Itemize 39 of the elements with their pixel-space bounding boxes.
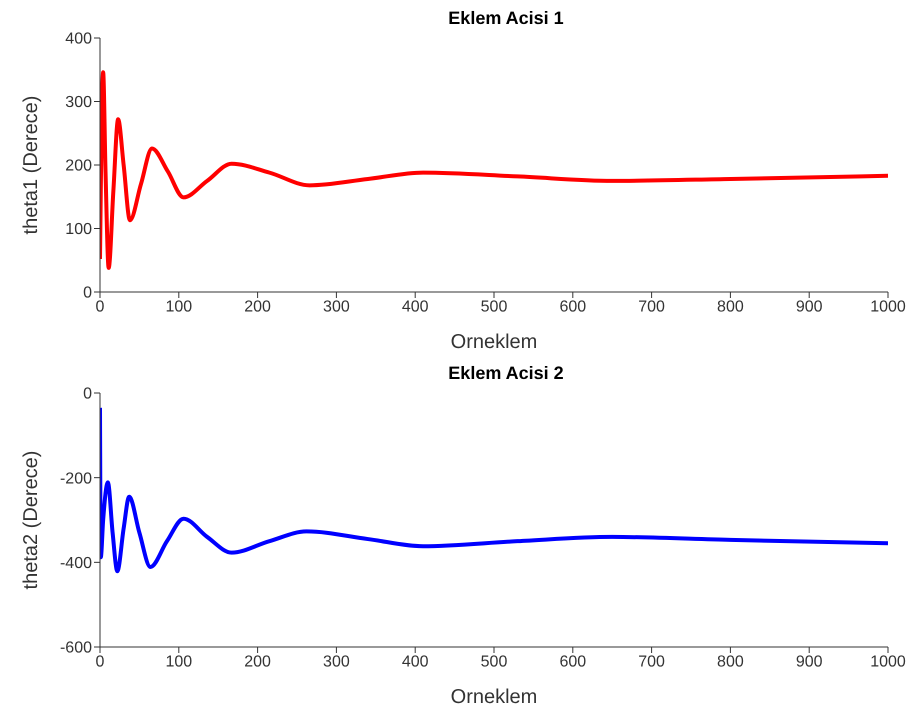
chart-title: Eklem Acisi 2 — [447, 363, 565, 385]
y-axis-title: theta2 (Derece) — [20, 450, 42, 590]
y-axis-title: theta1 (Derece) — [20, 96, 42, 234]
x-tick-label: 0 — [96, 653, 105, 670]
x-tick-label: 1000 — [870, 653, 906, 670]
x-tick-label: 600 — [559, 653, 586, 670]
y-tick-label: 0 — [83, 284, 92, 302]
line-series — [100, 70, 888, 270]
x-tick-label: 400 — [402, 298, 429, 316]
y-tick-label: -200 — [60, 470, 92, 488]
x-tick-label: 400 — [402, 653, 429, 670]
x-tick-label: 200 — [244, 298, 272, 316]
y-tick-label: -400 — [60, 555, 92, 572]
x-axis-title: Orneklem — [450, 686, 538, 708]
y-tick-label: 400 — [65, 30, 92, 48]
x-tick-label: 900 — [796, 298, 823, 316]
x-tick-label: 200 — [244, 653, 272, 670]
y-tick-label: 100 — [65, 221, 92, 238]
x-tick-label: 1000 — [870, 298, 906, 316]
x-tick-label: 700 — [638, 653, 666, 670]
x-tick-label: 0 — [96, 298, 105, 316]
x-tick-label: 800 — [717, 653, 744, 670]
x-tick-label: 300 — [323, 653, 350, 670]
y-tick-label: 200 — [65, 158, 92, 175]
x-tick-label: 500 — [480, 298, 508, 316]
y-tick-label: 0 — [83, 386, 92, 403]
y-tick-label: -600 — [60, 640, 92, 657]
x-tick-label: 100 — [165, 653, 192, 670]
x-tick-label: 700 — [638, 298, 666, 316]
x-tick-label: 800 — [717, 298, 744, 316]
x-tick-label: 500 — [480, 653, 508, 670]
x-axis-title: Orneklem — [450, 331, 538, 353]
x-tick-label: 900 — [796, 653, 823, 670]
y-tick-label: 300 — [65, 94, 92, 112]
x-tick-label: 300 — [323, 298, 350, 316]
x-tick-label: 600 — [559, 298, 586, 316]
line-series — [100, 406, 888, 574]
chart-title: Eklem Acisi 1 — [447, 8, 565, 30]
x-tick-label: 100 — [165, 298, 192, 316]
